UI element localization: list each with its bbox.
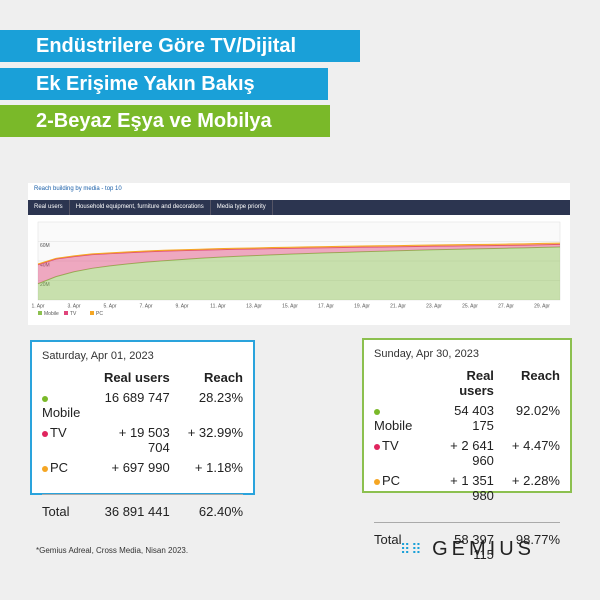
label-text: TV [50, 425, 67, 440]
summary-box: Saturday, Apr 01, 2023 Real users Reach Mob… [30, 340, 255, 519]
n: + 1 351 980 [450, 473, 494, 503]
x-tick-label: 25. Apr [462, 303, 478, 309]
chart: 20M 40M 60M 1. Apr 3. Apr 5. Apr 7. Apr 9. Apr 1… [31, 221, 561, 317]
area-line [37, 243, 561, 266]
x-tick-label: 9. Apr [175, 303, 188, 309]
label: TV [42, 425, 80, 455]
date: Sunday, Apr 30, 2023 [374, 348, 479, 360]
label-text: TV [382, 438, 399, 453]
label: Total [374, 532, 402, 547]
area-line [37, 246, 561, 285]
bullet [374, 408, 380, 415]
x-tick-label: 5. Apr [103, 303, 116, 309]
label: Mobile [374, 403, 412, 433]
n: 62.40% [198, 504, 243, 519]
label-text: Mobile [374, 418, 413, 433]
legend-label: TV [70, 311, 77, 317]
n: 54 403 175 [454, 403, 494, 433]
x-tick-label: 11. Apr [210, 303, 226, 309]
label-text: PC [50, 460, 69, 475]
sep [374, 522, 560, 523]
grid: Real users Reach Mobile 54 403 175 92.02% TV +… [374, 368, 560, 562]
n: + 19 503 704 [118, 425, 170, 455]
bullet [42, 430, 48, 437]
x-tick-label: 21. Apr [390, 303, 406, 309]
legend-swatch [38, 311, 42, 315]
n: + 697 990 [111, 460, 170, 475]
legend-swatch [64, 311, 68, 315]
n: 58 397 115 [454, 532, 494, 562]
bullet [374, 443, 380, 450]
h: Reach [520, 368, 560, 383]
n: + 2 641 960 [450, 438, 494, 468]
logo-text: GEMIUS [432, 538, 535, 560]
bullet [374, 478, 380, 485]
blank [42, 370, 80, 385]
n: 16 689 747 [104, 390, 170, 405]
summary-box: Sunday, Apr 30, 2023 Real users Reach Mobil… [362, 338, 572, 562]
chart-widget: 20M 40M 60M 1. Apr 3. Apr 5. Apr 7. Apr 9. Apr 1… [28, 183, 570, 325]
toolbar: Real users Household equipment, furniture… [28, 200, 570, 215]
n: + 4.47% [511, 438, 560, 453]
x-tick-label: 13. Apr [246, 303, 262, 309]
grid: Real users Reach Mobile 16 689 747 28.23% TV +… [42, 370, 243, 519]
label-text: PC [382, 473, 401, 488]
legend-label: PC [96, 311, 103, 317]
label: Mobile [42, 390, 80, 420]
x-tick-label: 23. Apr [426, 303, 442, 309]
n: + 1.18% [194, 460, 243, 475]
n: 92.02% [515, 403, 560, 418]
n: 98.77% [515, 532, 560, 547]
x-tick-label: 17. Apr [318, 303, 334, 309]
label: PC [374, 473, 412, 503]
chart-title: Reach building by media - top 10 [34, 186, 122, 192]
h: Real users [459, 368, 494, 398]
bullet [42, 465, 48, 472]
x-tick-label: 27. Apr [498, 303, 514, 309]
bullet [42, 395, 48, 402]
y-tick-label: 40M [40, 262, 50, 268]
x-tick-label: 7. Apr [139, 303, 152, 309]
banner: 2-Beyaz Eşya ve Mobilya [0, 105, 330, 137]
x-tick-label: 29. Apr [534, 303, 550, 309]
banner: Ek Erişime Yakın Bakış [0, 68, 328, 100]
n: 36 891 441 [104, 504, 170, 519]
y-tick-label: 20M [40, 282, 50, 288]
banner: Endüstrilere Göre TV/Dijital [0, 30, 360, 62]
x-tick-label: 15. Apr [282, 303, 298, 309]
date: Saturday, Apr 01, 2023 [42, 350, 154, 362]
label: Total [42, 504, 70, 519]
label: PC [42, 460, 80, 475]
control[interactable]: Real users [28, 200, 70, 215]
label: TV [374, 438, 412, 468]
control[interactable]: Household equipment, furniture and decor… [70, 200, 211, 215]
area [38, 246, 560, 300]
h: Reach [203, 370, 243, 385]
area [38, 244, 560, 284]
x-tick-label: 3. Apr [67, 303, 80, 309]
y-tick-label: 60M [40, 243, 50, 249]
legend-label: Mobile [44, 311, 59, 317]
x-tick-label: 19. Apr [354, 303, 370, 309]
control[interactable]: Media type priority [211, 200, 273, 215]
blank [374, 368, 412, 398]
n: + 2.28% [511, 473, 560, 488]
h: Real users [103, 370, 170, 385]
legend-swatch [90, 311, 94, 315]
x-tick-label: 1. Apr [31, 303, 44, 309]
n: + 32.99% [187, 425, 243, 440]
logo: ⠿⠿ GEMIUS [400, 538, 535, 560]
label-text: Mobile [42, 405, 81, 420]
footnote: *Gemius Adreal, Cross Media, Nisan 2023. [36, 546, 189, 555]
area-line [37, 242, 561, 265]
n: 28.23% [198, 390, 243, 405]
sep [42, 494, 243, 495]
